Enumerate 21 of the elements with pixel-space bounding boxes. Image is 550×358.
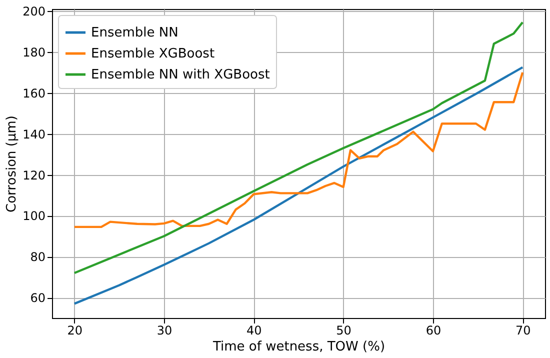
x-tick-label: 60 xyxy=(426,324,442,338)
x-tick-label: 20 xyxy=(67,324,83,338)
y-tick-label: 200 xyxy=(22,4,46,19)
x-tick-label: 40 xyxy=(246,324,262,338)
legend-label: Ensemble XGBoost xyxy=(91,46,215,62)
x-tick-label: 30 xyxy=(156,324,172,338)
x-axis-title: Time of wetness, TOW (%) xyxy=(212,340,386,354)
legend-label: Ensemble NN with XGBoost xyxy=(91,68,270,82)
x-tick-label: 50 xyxy=(336,324,352,338)
y-tick-label: 140 xyxy=(22,127,46,142)
y-tick-label: 180 xyxy=(22,45,46,60)
line-series xyxy=(73,21,524,274)
y-axis-title: Corrosion (µm) xyxy=(4,116,20,212)
y-tick-label: 120 xyxy=(22,168,46,182)
x-tick-label: 70 xyxy=(515,324,531,338)
y-tick-label: 160 xyxy=(22,86,46,100)
line-series xyxy=(73,66,524,305)
y-tick-label: 60 xyxy=(30,291,46,306)
y-tick-label: 80 xyxy=(30,250,46,264)
y-tick-label: 100 xyxy=(22,209,46,224)
legend-label: Ensemble NN xyxy=(91,26,178,40)
